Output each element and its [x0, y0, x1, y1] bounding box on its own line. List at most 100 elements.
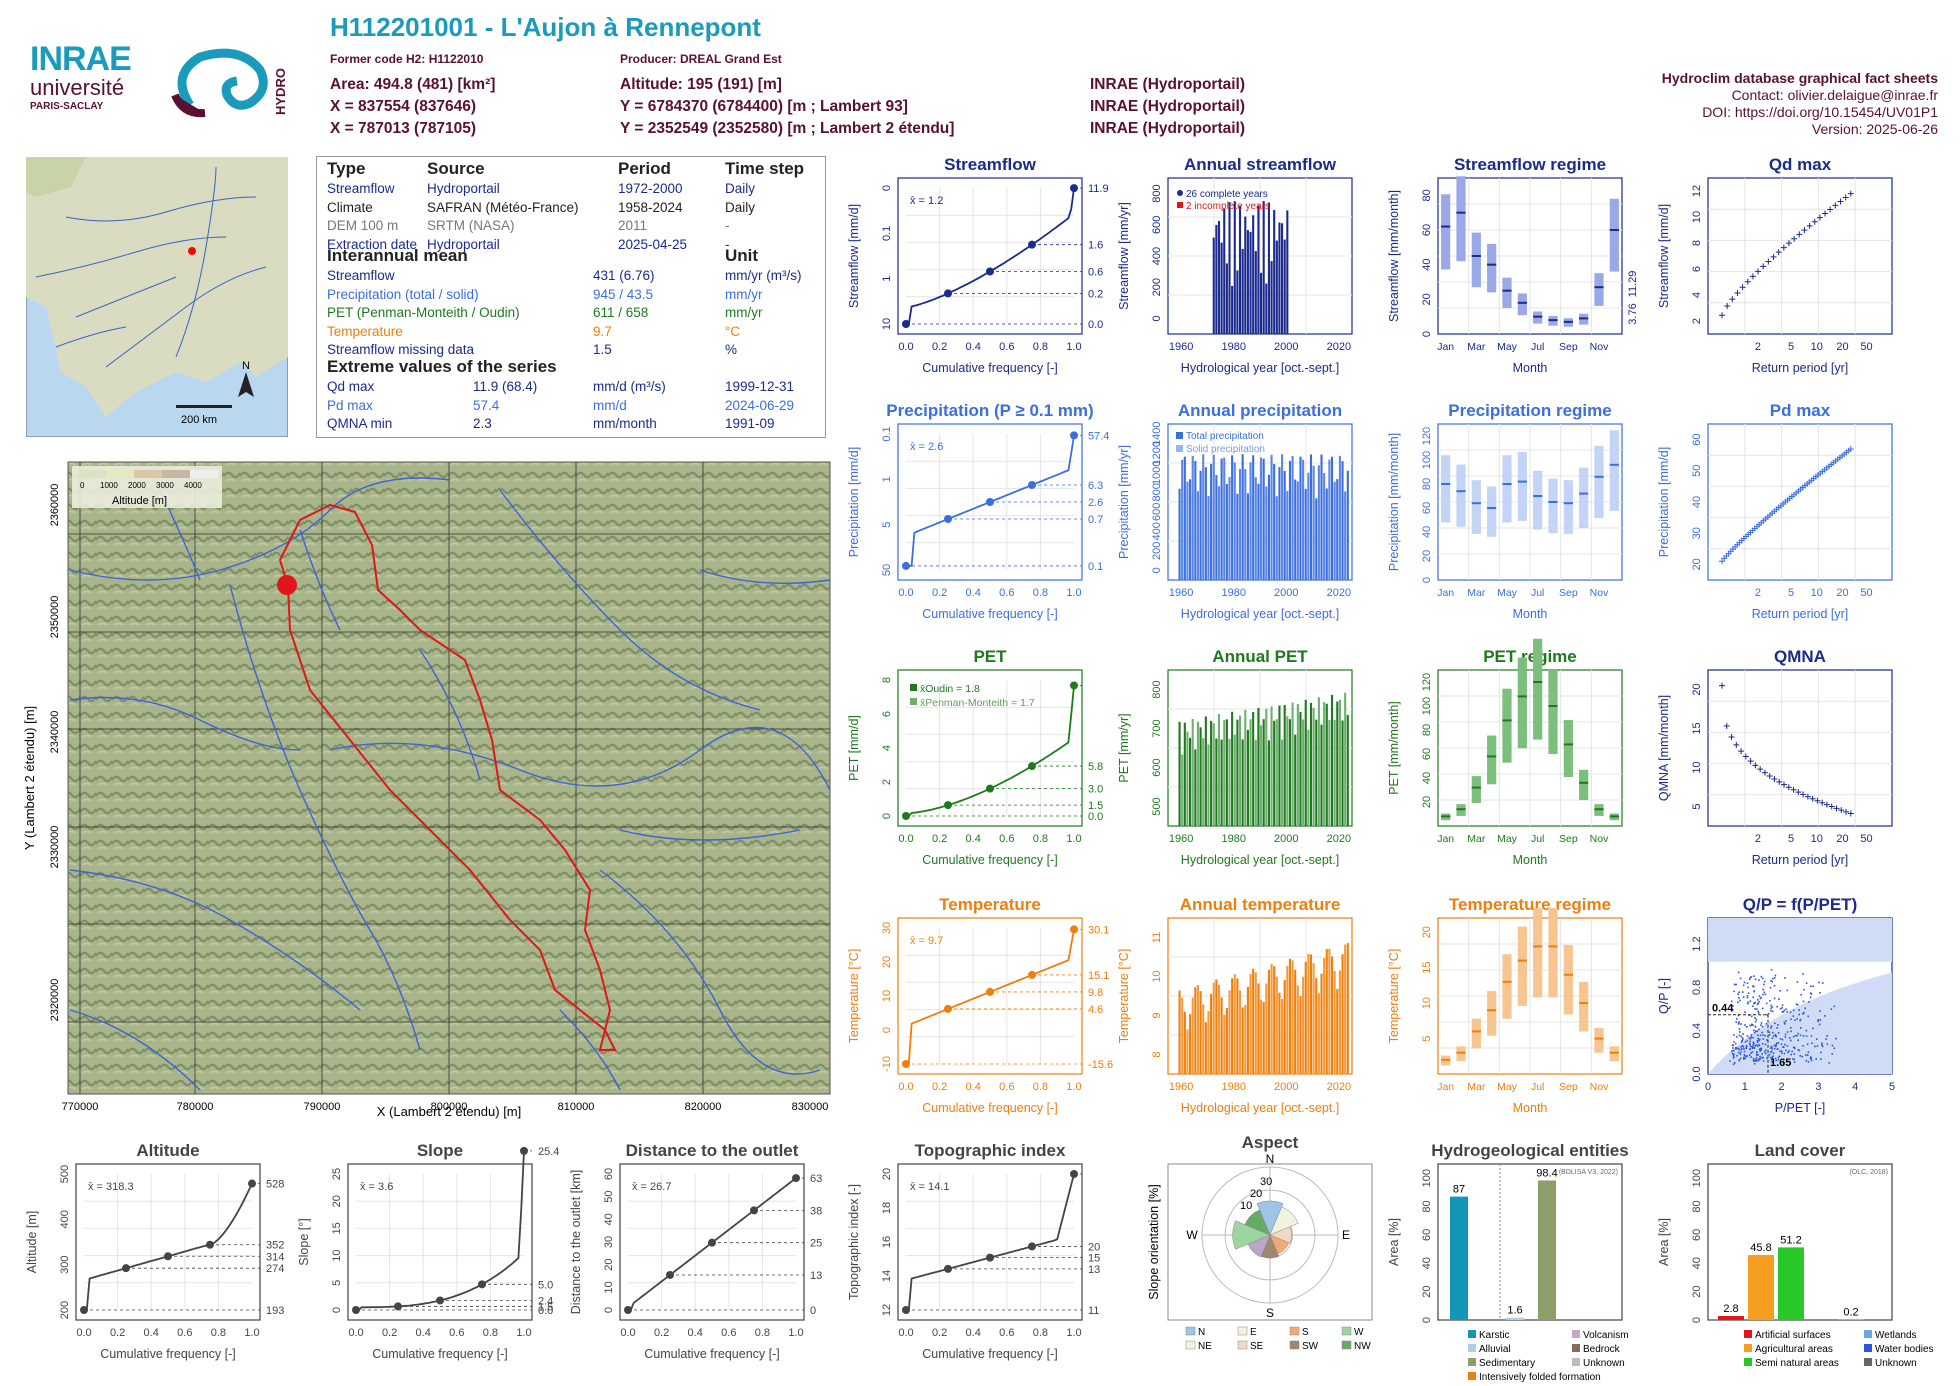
- chart-annual_pet-bar-22: [1225, 719, 1228, 826]
- qp-dot-419: [1735, 1021, 1738, 1023]
- qp-dot-130: [1804, 1007, 1807, 1010]
- qp-dot-328: [1757, 1037, 1759, 1040]
- landcover-legend-1: Wetlands: [1875, 1330, 1917, 1341]
- qp-dot-36: [1777, 1024, 1779, 1026]
- chart-qd_max-ytick-3: 8: [1691, 240, 1703, 246]
- chart-annual_precipitation-bar-48: [1294, 479, 1297, 580]
- qp-dot-159: [1828, 1062, 1831, 1064]
- aspect-dir-1: E: [1342, 1228, 1350, 1242]
- legend-incomplete-label: 2 incomplete years: [1186, 201, 1270, 212]
- qp-dot-182: [1752, 1029, 1755, 1032]
- chart-altitude-rtick-2: 314: [266, 1251, 284, 1263]
- info-table: Type Source Period Time step Streamflow H…: [316, 156, 826, 438]
- chart-qmna-point-22: [1823, 801, 1830, 808]
- qp-dot-122: [1765, 1002, 1768, 1005]
- info-source-0: Hydroportail: [427, 181, 500, 196]
- map-xtick-6: 830000: [792, 1101, 829, 1113]
- qp-dot-198: [1800, 1027, 1802, 1029]
- chart-streamflow-rtick-0: 0.0: [1088, 319, 1103, 331]
- qp-dot-278: [1815, 1038, 1818, 1040]
- chart-pet-point-3: [1028, 762, 1036, 771]
- qp-dot-19: [1819, 991, 1821, 994]
- chart-annual_temperature-bar-9: [1191, 997, 1194, 1074]
- logo-univ-text: université: [30, 75, 125, 100]
- landcover-legend-swatch-3: [1864, 1344, 1872, 1352]
- chart-precipitation_regime-ylabel: Precipitation [mm/month]: [1387, 433, 1401, 571]
- chart-annual_pet-bar-19: [1217, 713, 1221, 826]
- chart-qd_max-point-15: [1796, 231, 1803, 238]
- qp-dot-326: [1831, 1044, 1834, 1047]
- chart-distance: Distance to the outlet Distance to the ou…: [569, 1141, 822, 1361]
- chart-slope-ylabel: Slope [°]: [297, 1218, 311, 1265]
- chart-annual_precipitation-bar-26: [1236, 493, 1239, 580]
- chart-temperature-rtick-2: 9.8: [1088, 987, 1103, 999]
- chart-qmna-point-5: [1742, 753, 1749, 760]
- qp-dot-387: [1819, 1010, 1821, 1012]
- chart-annual_precipitation-bar-43: [1281, 454, 1284, 580]
- qp-dot-375: [1819, 1051, 1822, 1054]
- src3-text: INRAE (Hydroportail): [1090, 120, 1245, 137]
- chart-distance-xtick-1: 0.2: [654, 1327, 669, 1339]
- chart-distance-xtick-2: 0.4: [688, 1327, 703, 1339]
- qp-dot-359: [1783, 1009, 1786, 1012]
- chart-temperature-xtick-3: 0.6: [999, 1081, 1014, 1093]
- qp-dot-91: [1752, 985, 1755, 988]
- qp-dot-168: [1748, 1042, 1751, 1045]
- aspect-legend-1: E: [1250, 1327, 1257, 1338]
- chart-temperature-ltick-3: 20: [881, 956, 893, 968]
- chart-precipitation_regime-xtick-5: Nov: [1590, 587, 1609, 599]
- chart-pd_max-ytick-4: 60: [1691, 433, 1703, 445]
- legend-tick-2: 2000: [128, 481, 146, 490]
- chart-annual_precipitation-bar-54: [1309, 454, 1313, 580]
- qp-dot-403: [1818, 981, 1820, 984]
- chart-annual_pet-bar-62: [1330, 694, 1334, 826]
- chart-landcover-title: Land cover: [1755, 1141, 1846, 1160]
- qp-dot-134: [1738, 1051, 1740, 1054]
- extreme-unit-1: mm/d: [593, 397, 627, 413]
- hydrogeo-legend-swatch-3: [1572, 1344, 1580, 1352]
- chart-annual_precipitation-bar-44: [1283, 471, 1286, 580]
- qp-dot-270: [1738, 1028, 1741, 1030]
- chart-qmna-ytick-1: 10: [1691, 761, 1703, 773]
- chart-annual_pet-bar-52: [1304, 699, 1307, 826]
- qp-dot-224: [1759, 1047, 1762, 1050]
- chart-annual_pet-ytick-0: 500: [1151, 797, 1163, 815]
- chart-topo-point-0: [902, 1306, 910, 1314]
- chart-distance-xtick-4: 0.8: [755, 1327, 770, 1339]
- chart-qmna-point-13: [1781, 781, 1788, 788]
- doi-link[interactable]: DOI: https://doi.org/10.15454/UV01P1: [1702, 104, 1938, 120]
- landcover-label-0: 2.8: [1723, 1303, 1738, 1315]
- qp-dot-246: [1746, 995, 1749, 997]
- chart-annual_temperature-bar-35: [1260, 1000, 1263, 1074]
- qp-dot-28: [1732, 1063, 1735, 1066]
- chart-annual_pet-bar-49: [1296, 703, 1299, 826]
- chart-landcover-ytick-1: 20: [1691, 1286, 1703, 1298]
- map-xtick-0: 770000: [62, 1101, 99, 1113]
- qp-dot-362: [1775, 1035, 1777, 1037]
- chart-annual_pet-bar-63: [1333, 719, 1336, 826]
- chart-streamflow-ltick-0: 10: [881, 318, 893, 330]
- qp-dot-142: [1779, 989, 1781, 992]
- qp-dot-293: [1780, 1050, 1783, 1053]
- qp-dot-114: [1751, 1046, 1754, 1049]
- hydrogeo-legend-swatch-0: [1468, 1330, 1476, 1338]
- chart-temperature-xtick-1: 0.2: [932, 1081, 947, 1093]
- qp-dot-164: [1753, 975, 1755, 978]
- landcover-bar-0: [1718, 1316, 1744, 1320]
- chart-annual_pet-bar-40: [1273, 720, 1276, 826]
- contact[interactable]: Contact: olivier.delaigue@inrae.fr: [1731, 87, 1938, 103]
- chart-precipitation_regime-box-9: [1579, 467, 1589, 529]
- chart-qd_max-ytick-2: 6: [1691, 266, 1703, 272]
- legend-tick-4: 4000: [184, 481, 202, 490]
- chart-pet-ltick-0: 0: [881, 813, 893, 819]
- chart-altitude-rtick-4: 528: [266, 1179, 284, 1191]
- chart-topo-xtick-3: 0.6: [999, 1327, 1014, 1339]
- map-ytick-0: 2360000: [49, 484, 61, 527]
- chart-pet_regime-box-5: [1517, 657, 1527, 749]
- chart-topo-ltick-3: 18: [881, 1202, 893, 1214]
- chart-annual_pet-bar-47: [1291, 702, 1294, 826]
- chart-qmna-point-2: [1728, 734, 1735, 741]
- chart-altitude: Altitude Altitude [m] Cumulative frequency…: [25, 1141, 284, 1361]
- qp-dot-267: [1824, 1015, 1826, 1017]
- chart-pet-point-1: [944, 801, 952, 810]
